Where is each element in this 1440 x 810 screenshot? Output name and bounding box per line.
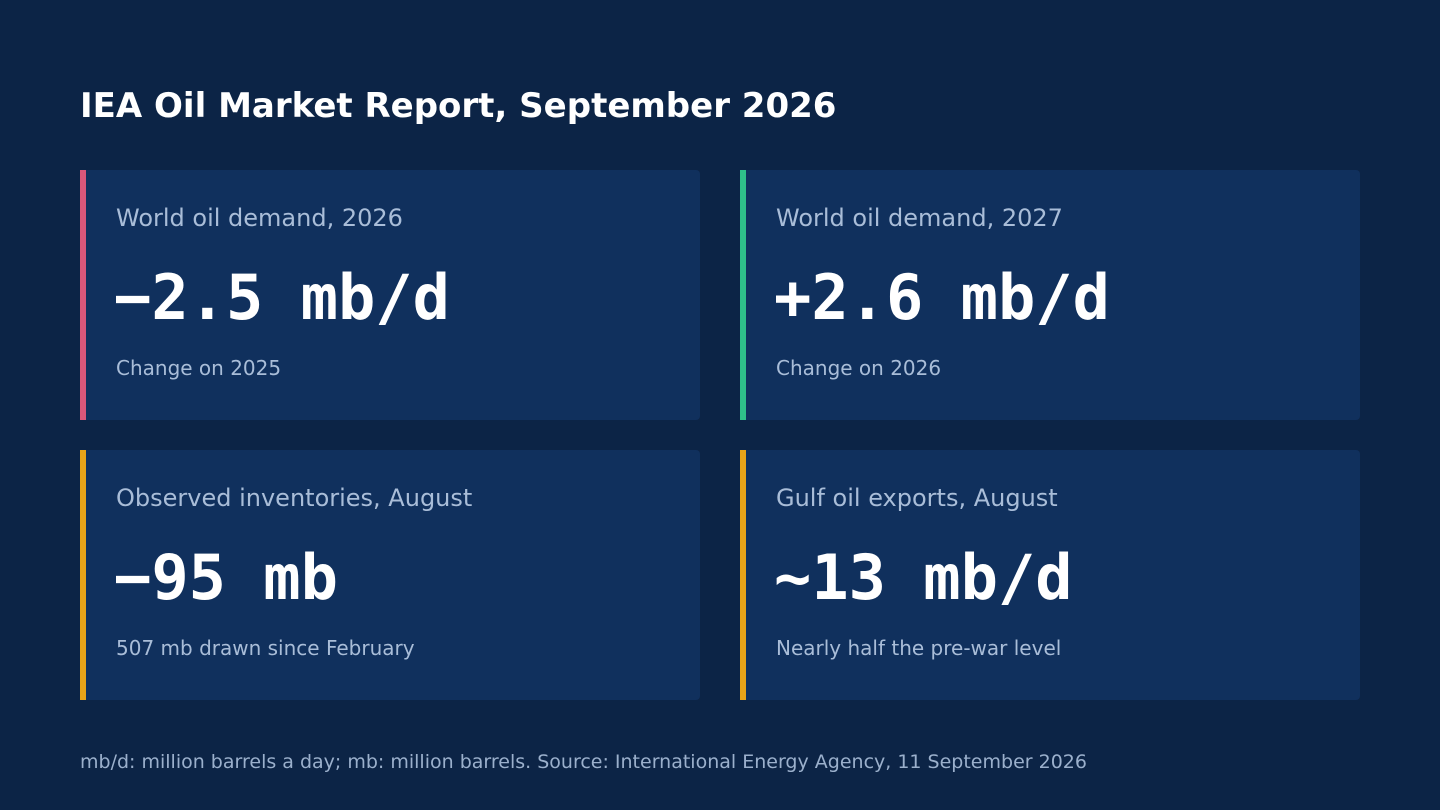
card-accent-bar	[80, 170, 86, 420]
card-note: Nearly half the pre-war level	[776, 636, 1062, 660]
card-value: −2.5 mb/d	[114, 261, 450, 334]
stat-card-world-demand-2026: World oil demand, 2026 −2.5 mb/d Change …	[80, 170, 700, 420]
stat-card-world-demand-2027: World oil demand, 2027 +2.6 mb/d Change …	[740, 170, 1360, 420]
card-value: −95 mb	[114, 541, 338, 614]
card-note: Change on 2026	[776, 356, 942, 380]
card-note: 507 mb drawn since February	[116, 636, 415, 660]
card-label: Observed inventories, August	[116, 484, 473, 512]
card-label: World oil demand, 2026	[116, 204, 403, 232]
card-accent-bar	[740, 450, 746, 700]
page-title: IEA Oil Market Report, September 2026	[80, 86, 837, 126]
card-accent-bar	[740, 170, 746, 420]
card-label: Gulf oil exports, August	[776, 484, 1058, 512]
stat-card-gulf-exports: Gulf oil exports, August ~13 mb/d Nearly…	[740, 450, 1360, 700]
source-footnote: mb/d: million barrels a day; mb: million…	[80, 751, 1087, 773]
stat-card-observed-inventories: Observed inventories, August −95 mb 507 …	[80, 450, 700, 700]
card-value: ~13 mb/d	[774, 541, 1073, 614]
card-accent-bar	[80, 450, 86, 700]
card-label: World oil demand, 2027	[776, 204, 1063, 232]
card-note: Change on 2025	[116, 356, 282, 380]
card-value: +2.6 mb/d	[774, 261, 1110, 334]
